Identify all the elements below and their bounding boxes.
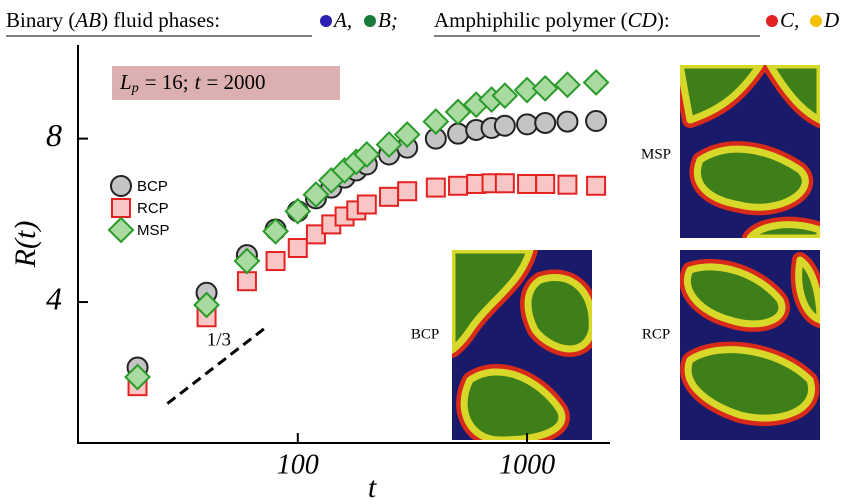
marker xyxy=(447,122,470,145)
marker xyxy=(262,217,289,245)
header-text: Amphiphilic polymer ( xyxy=(434,8,628,32)
marker xyxy=(448,175,469,196)
marker xyxy=(193,291,220,319)
inset-label: RCP xyxy=(642,326,670,342)
marker xyxy=(422,108,450,135)
legend-marker xyxy=(110,175,132,197)
marker xyxy=(425,177,446,198)
inset-image xyxy=(680,250,820,440)
marker xyxy=(287,238,308,259)
marker xyxy=(284,197,312,225)
slope-label: 1/3 xyxy=(207,330,231,351)
legend-marker xyxy=(111,198,131,218)
x-tick-label: 1000 xyxy=(499,449,555,480)
inset-image xyxy=(680,65,820,238)
marker xyxy=(531,74,559,102)
header-text: B; xyxy=(378,8,398,32)
marker xyxy=(557,174,578,195)
box-label: Lp = 16; t = 2000 xyxy=(119,70,266,96)
marker xyxy=(491,82,519,110)
marker xyxy=(517,173,538,194)
slope-line xyxy=(166,325,268,405)
series xyxy=(124,69,610,391)
header-text: ): xyxy=(657,8,670,32)
legend-label: MSP xyxy=(137,222,170,239)
header-text: D xyxy=(823,8,839,32)
marker xyxy=(356,194,377,215)
header-text: C, xyxy=(780,8,799,32)
legend-marker xyxy=(107,216,135,244)
marker xyxy=(494,173,515,194)
marker xyxy=(375,131,403,159)
marker xyxy=(534,111,557,134)
box-text: = 16; xyxy=(145,70,189,94)
box-text: p xyxy=(131,81,139,96)
marker xyxy=(393,121,421,148)
marker xyxy=(379,186,400,207)
box-text: = 2000 xyxy=(206,70,265,94)
box-text: L xyxy=(119,70,132,94)
legend-dot xyxy=(320,15,332,27)
legend-label: RCP xyxy=(137,200,169,217)
marker xyxy=(516,113,539,136)
marker xyxy=(124,363,151,391)
marker xyxy=(353,141,381,168)
marker xyxy=(554,71,581,99)
marker xyxy=(397,181,418,202)
marker xyxy=(535,173,556,194)
box-text: t xyxy=(195,70,202,94)
header-text: CD xyxy=(628,8,657,32)
header-text: AB xyxy=(73,8,101,32)
header-text: Binary ( xyxy=(6,8,75,32)
legend-dot xyxy=(766,15,778,27)
header-text: ) fluid phases: xyxy=(101,8,220,32)
legend-label: BCP xyxy=(137,178,168,195)
marker xyxy=(236,271,257,292)
marker xyxy=(556,110,579,133)
y-tick-label: 8 xyxy=(46,117,62,153)
marker xyxy=(493,114,516,137)
inset-image xyxy=(452,250,592,440)
x-axis-label: t xyxy=(368,471,377,504)
inset-label: MSP xyxy=(641,146,671,162)
header-text: A, xyxy=(332,8,352,32)
marker xyxy=(586,175,607,196)
inset-label: BCP xyxy=(411,326,439,342)
marker xyxy=(233,247,261,275)
marker xyxy=(582,69,610,96)
y-axis-label: R(t) xyxy=(9,221,42,269)
header: Amphiphilic polymer (CD): xyxy=(434,8,670,32)
series xyxy=(127,173,607,397)
marker xyxy=(302,181,330,208)
x-tick-label: 100 xyxy=(277,449,319,480)
label-box xyxy=(112,66,340,100)
header: Binary (AB) fluid phases: xyxy=(6,8,220,32)
y-tick-label: 4 xyxy=(46,280,62,316)
legend-dot xyxy=(364,15,376,27)
marker xyxy=(585,110,608,133)
legend-dot xyxy=(810,15,822,27)
marker xyxy=(265,251,286,272)
